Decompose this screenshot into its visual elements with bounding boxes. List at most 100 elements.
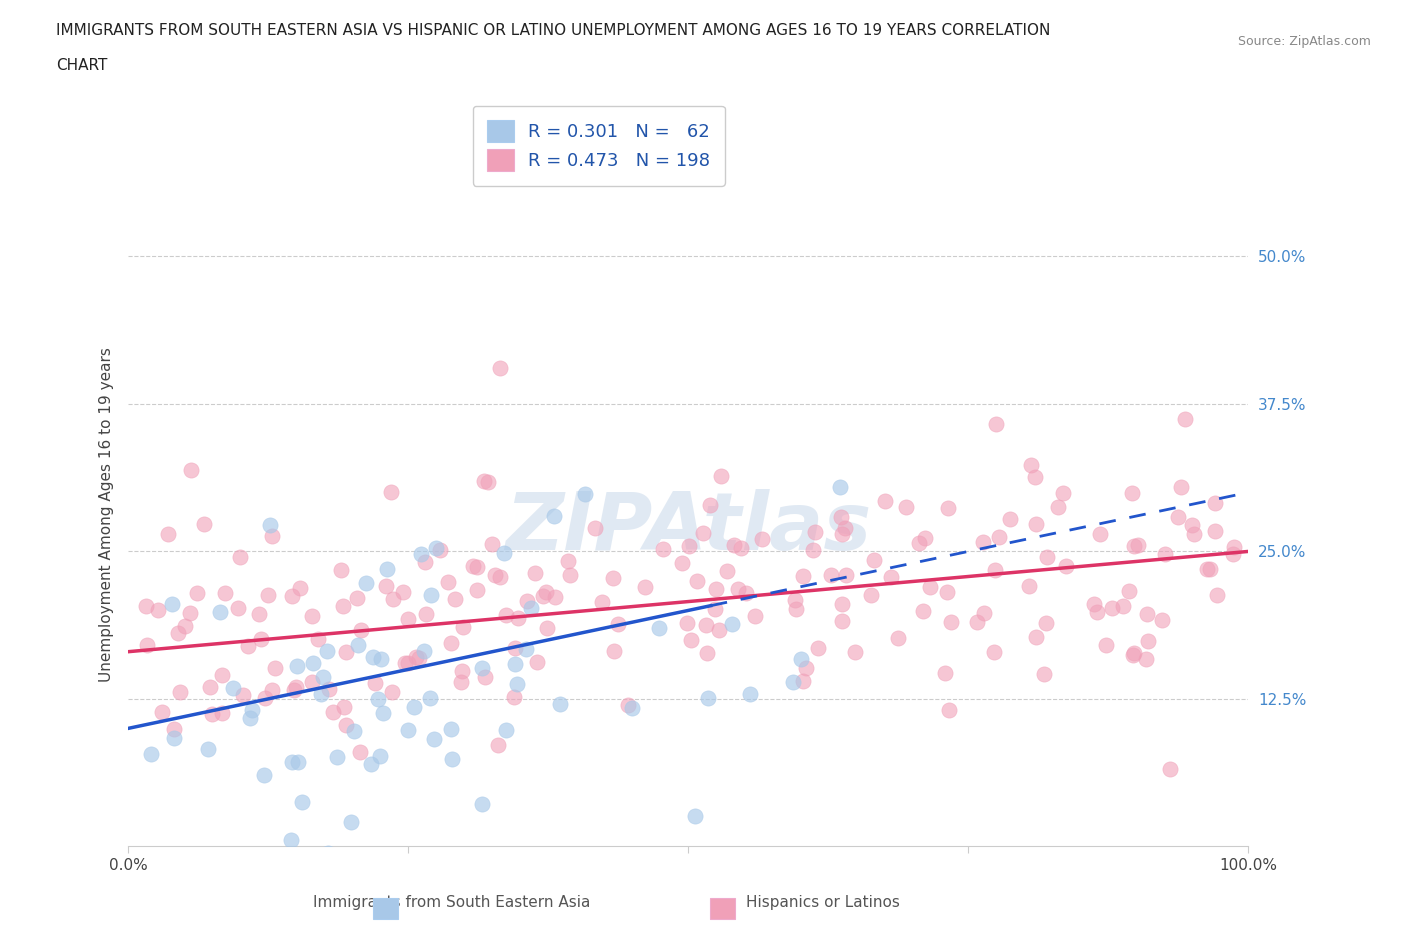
Point [1019,458,1042,472]
Point [367,692,389,707]
Point [471,797,494,812]
Point [887,631,910,645]
Point [1150,613,1173,628]
Point [941,615,963,630]
Point [831,597,853,612]
Point [247,606,270,621]
Point [1025,630,1047,644]
Point [831,526,853,541]
Point [1204,496,1226,511]
Text: Hispanics or Latinos: Hispanics or Latinos [747,895,900,910]
Point [1123,538,1146,553]
Point [548,697,571,711]
Point [200,706,222,721]
Point [1126,538,1149,552]
Point [602,571,624,586]
Point [226,601,249,616]
Point [370,749,392,764]
Point [801,542,824,557]
Point [676,616,699,631]
Point [461,558,484,573]
Point [254,690,277,705]
Point [1047,499,1070,514]
Point [828,480,851,495]
Point [716,564,738,578]
Point [920,580,942,595]
Point [441,751,464,766]
Point [309,686,332,701]
Point [783,593,806,608]
Point [160,597,183,612]
Point [647,620,669,635]
Point [474,670,496,684]
Point [335,718,357,733]
Point [415,554,437,569]
Point [607,617,630,631]
Point [972,535,994,550]
Point [135,598,157,613]
Point [163,722,186,737]
Point [1154,547,1177,562]
Point [285,658,308,673]
Point [727,581,749,596]
Point [370,651,392,666]
Point [1122,647,1144,662]
Point [263,660,285,675]
Point [301,674,323,689]
Point [710,468,733,483]
Point [342,724,364,738]
Point [382,591,405,606]
Point [506,610,529,625]
Point [221,681,243,696]
Point [253,767,276,782]
Point [671,555,693,570]
Point [394,656,416,671]
Point [1095,638,1118,653]
Point [307,631,329,646]
Point [333,699,356,714]
Point [280,833,302,848]
Point [340,815,363,830]
Point [1159,762,1181,777]
Point [721,617,744,631]
Point [179,605,201,620]
Point [495,723,517,737]
Point [240,703,263,718]
Point [402,699,425,714]
Point [316,644,339,658]
Point [413,644,436,658]
Point [322,705,344,720]
Point [284,680,307,695]
Point [429,542,451,557]
Point [371,706,394,721]
Text: Source: ZipAtlas.com: Source: ZipAtlas.com [1237,35,1371,48]
Point [785,602,807,617]
Point [686,574,709,589]
Point [262,683,284,698]
Point [1085,604,1108,619]
Point [1112,598,1135,613]
Point [481,537,503,551]
Point [173,618,195,633]
Point [544,590,567,604]
Point [863,552,886,567]
Point [1083,597,1105,612]
Point [405,650,427,665]
Point [543,508,565,523]
Point [287,754,309,769]
Point [451,663,474,678]
Point [534,585,557,600]
Point [983,644,1005,659]
Point [495,607,517,622]
Point [1054,559,1077,574]
Point [139,747,162,762]
Point [465,582,488,597]
Point [150,704,173,719]
Point [262,528,284,543]
Point [844,644,866,659]
Point [678,538,700,553]
Point [734,585,756,600]
Point [1088,526,1111,541]
Point [692,525,714,540]
Point [723,538,745,552]
